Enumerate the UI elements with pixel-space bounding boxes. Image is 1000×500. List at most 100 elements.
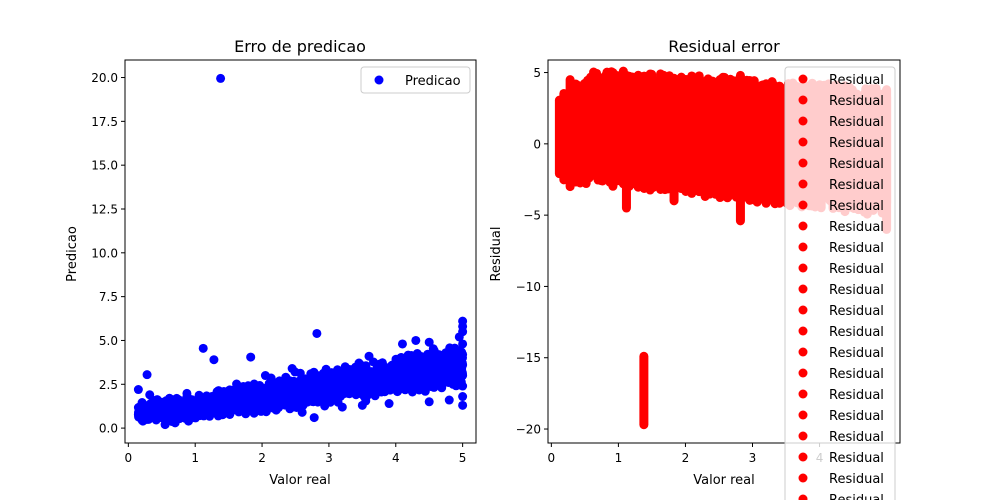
legend-label: Residual <box>829 157 884 172</box>
y-tick-label: 17.5 <box>91 115 118 129</box>
data-point <box>412 378 422 388</box>
data-point <box>201 393 211 403</box>
data-point <box>261 386 271 396</box>
x-tick-label: 3 <box>325 451 333 465</box>
y-axis-ticks: 0.0 2.5 5.0 7.5 10.0 12.5 15.0 17.5 20.0 <box>91 71 125 436</box>
data-point <box>220 395 230 405</box>
data-point <box>240 399 250 408</box>
data-point <box>369 385 379 395</box>
data-point <box>152 395 162 405</box>
legend-label: Residual <box>829 283 884 298</box>
data-point <box>140 400 150 410</box>
legend-marker <box>798 431 808 441</box>
legend-label: Residual <box>829 73 884 88</box>
data-point <box>305 392 314 402</box>
legend-label: Residual <box>829 178 884 193</box>
legend-marker <box>798 305 808 315</box>
y-tick-label: −10 <box>516 280 541 294</box>
legend-marker <box>798 368 808 378</box>
data-point <box>179 400 189 410</box>
y-tick-label: 0.0 <box>99 422 118 436</box>
legend-marker <box>798 452 808 462</box>
x-tick-label: 4 <box>392 451 400 465</box>
data-point <box>269 381 279 391</box>
legend-marker <box>798 116 808 126</box>
legend-label: Residual <box>829 472 884 487</box>
data-point <box>458 392 468 402</box>
data-point <box>198 343 208 353</box>
data-point <box>458 339 468 349</box>
chart-title: Erro de predicao <box>234 37 366 56</box>
data-point <box>407 356 416 366</box>
data-point <box>384 369 394 379</box>
data-point <box>338 370 348 380</box>
x-tick-label: 5 <box>459 451 467 465</box>
data-point <box>441 348 451 358</box>
legend-marker <box>798 347 808 357</box>
data-point <box>424 337 434 347</box>
data-point <box>190 397 200 407</box>
data-point <box>429 379 439 389</box>
data-point <box>182 388 192 398</box>
data-point <box>154 402 164 412</box>
legend-label: Residual <box>829 388 884 403</box>
data-point <box>424 397 434 407</box>
x-tick-label: 3 <box>749 451 757 465</box>
y-tick-label: 20.0 <box>91 71 118 85</box>
scatter-marks <box>133 73 468 430</box>
data-point <box>213 387 223 396</box>
data-point <box>443 356 453 366</box>
plot-frame <box>547 59 901 444</box>
data-point <box>458 349 468 359</box>
data-point <box>177 408 186 418</box>
data-point <box>257 400 267 410</box>
legend-label: Residual <box>829 115 884 130</box>
plot-frame <box>124 59 477 444</box>
data-point <box>205 403 215 413</box>
legend-marker <box>798 494 808 500</box>
legend-label: Residual <box>829 325 884 340</box>
data-point <box>337 402 347 412</box>
data-point <box>347 374 357 384</box>
legend-marker <box>798 473 808 483</box>
x-tick-label: 2 <box>258 451 266 465</box>
x-axis-label: Valor real <box>693 473 755 488</box>
data-point <box>163 402 173 412</box>
legend-marker <box>798 95 808 105</box>
legend-label: Residual <box>829 304 884 319</box>
data-point <box>297 407 307 417</box>
y-tick-label: −5 <box>523 209 541 223</box>
legend-label: Residual <box>829 346 884 361</box>
data-point <box>326 393 336 402</box>
legend: Residual Residual Residual Residual Residual… <box>784 66 896 500</box>
data-point <box>437 374 447 384</box>
legend-marker <box>798 284 808 294</box>
data-point <box>458 360 468 370</box>
data-point <box>458 327 468 337</box>
legend-marker <box>798 242 808 252</box>
legend-marker <box>798 137 808 147</box>
legend-marker <box>798 158 808 168</box>
data-point <box>360 370 370 379</box>
legend-marker <box>798 389 808 399</box>
data-point <box>391 358 401 367</box>
data-point <box>170 418 180 428</box>
data-point <box>357 400 367 410</box>
data-point <box>312 381 322 391</box>
data-point <box>434 361 444 371</box>
data-point <box>409 369 419 379</box>
y-tick-label: 7.5 <box>99 290 118 304</box>
legend-marker <box>798 263 808 273</box>
data-point <box>444 395 454 405</box>
data-point <box>287 364 297 374</box>
y-axis-label: Predicao <box>65 226 80 282</box>
data-point <box>332 385 342 395</box>
data-point <box>198 406 208 416</box>
data-point <box>153 409 162 419</box>
data-point <box>354 387 364 397</box>
data-point <box>133 385 143 395</box>
data-point <box>411 335 421 345</box>
x-tick-label: 0 <box>548 451 556 465</box>
